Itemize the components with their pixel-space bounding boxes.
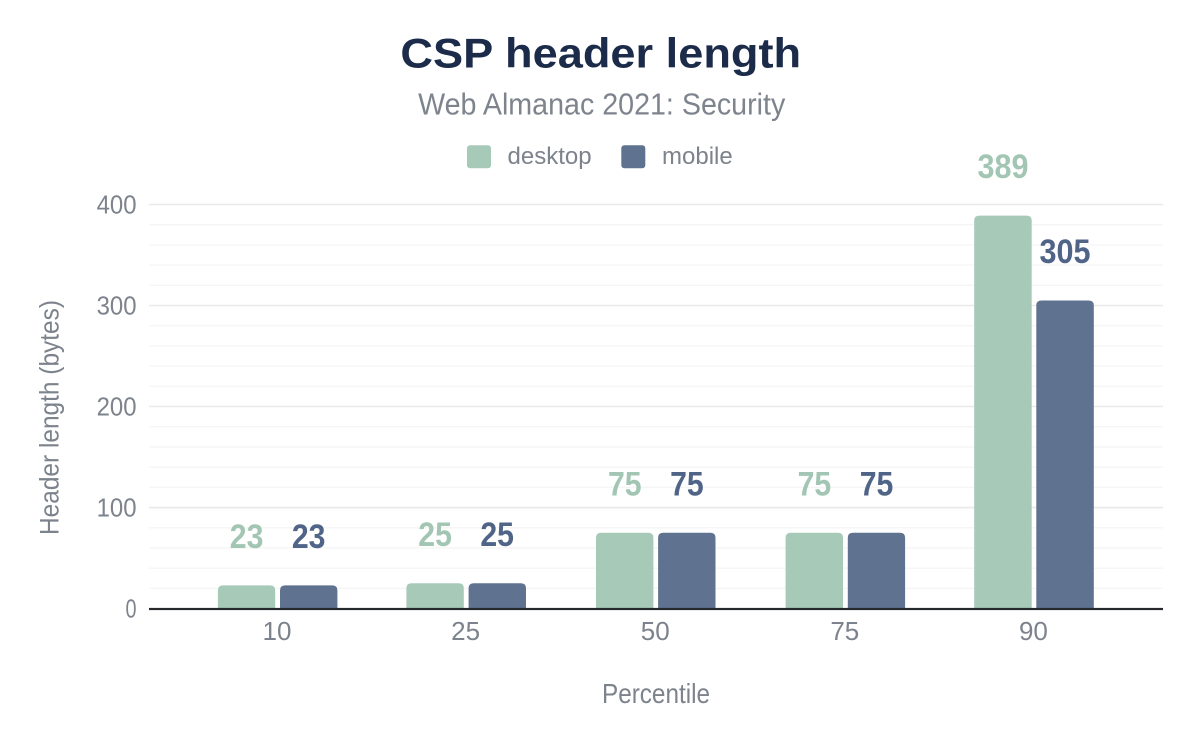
svg-text:25: 25 — [451, 616, 480, 646]
svg-text:75: 75 — [608, 465, 642, 503]
svg-text:25: 25 — [480, 516, 514, 554]
svg-text:90: 90 — [1019, 616, 1048, 646]
svg-text:389: 389 — [978, 148, 1029, 186]
svg-text:25: 25 — [418, 516, 452, 554]
svg-text:400: 400 — [97, 190, 137, 220]
svg-text:75: 75 — [860, 465, 894, 503]
svg-text:50: 50 — [641, 616, 670, 646]
svg-text:Header length (bytes): Header length (bytes) — [35, 300, 65, 535]
svg-text:Web Almanac 2021: Security: Web Almanac 2021: Security — [418, 87, 786, 122]
svg-text:0: 0 — [126, 594, 137, 624]
svg-text:23: 23 — [230, 518, 264, 556]
svg-text:Percentile: Percentile — [602, 678, 710, 709]
svg-text:75: 75 — [798, 465, 832, 503]
svg-text:desktop: desktop — [508, 143, 592, 170]
svg-text:75: 75 — [670, 465, 704, 503]
svg-text:mobile: mobile — [662, 143, 733, 170]
svg-text:75: 75 — [830, 616, 859, 646]
svg-text:305: 305 — [1040, 233, 1091, 271]
svg-text:10: 10 — [263, 616, 292, 646]
svg-text:200: 200 — [97, 392, 137, 422]
svg-text:CSP header length: CSP header length — [400, 30, 801, 77]
svg-text:23: 23 — [292, 518, 326, 556]
svg-text:100: 100 — [97, 493, 137, 523]
svg-text:300: 300 — [97, 291, 137, 321]
